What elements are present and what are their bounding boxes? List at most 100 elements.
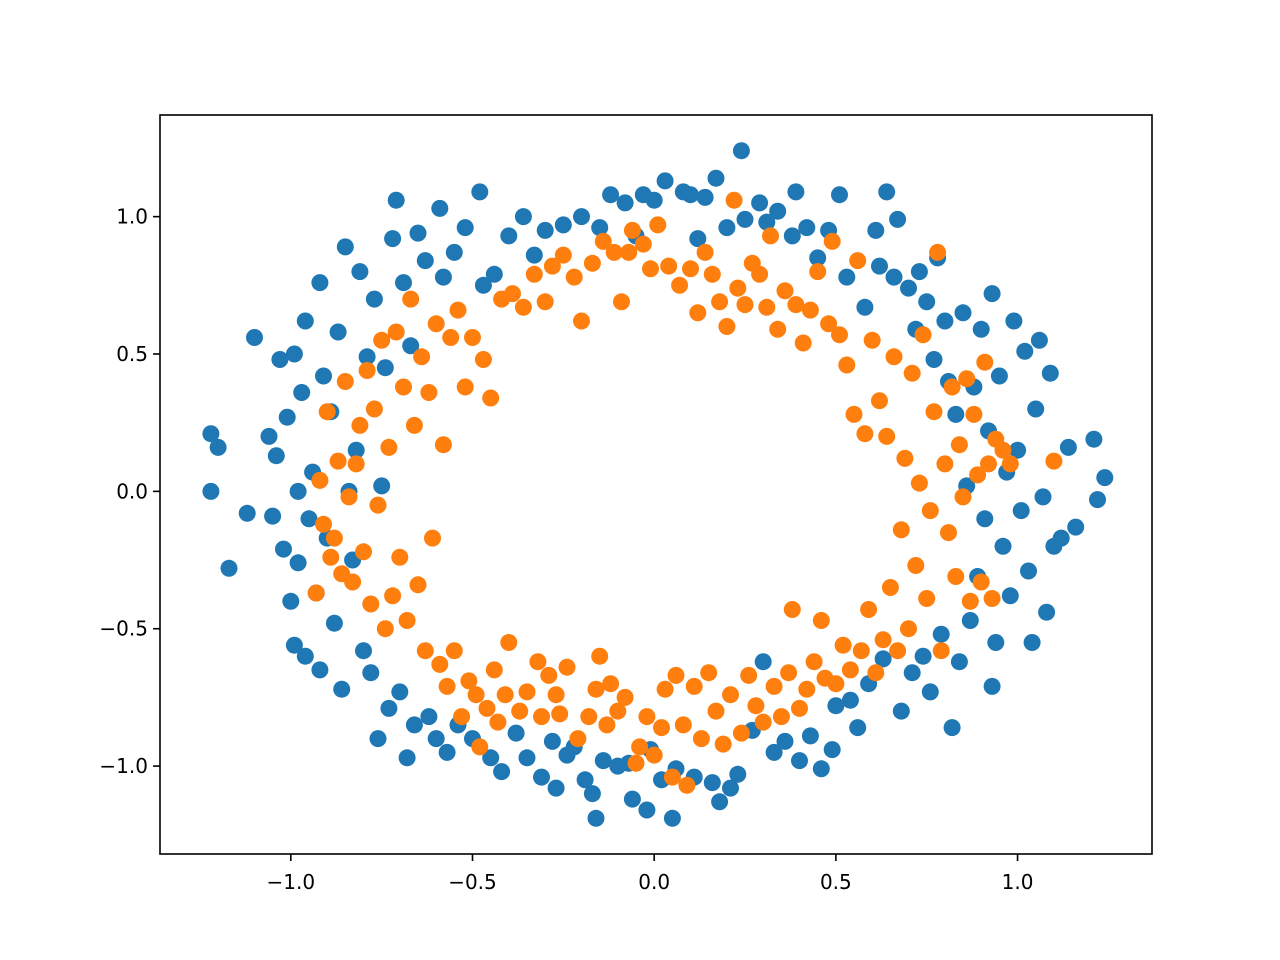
series-0-point-111 xyxy=(736,210,754,228)
series-0-point-51 xyxy=(409,224,427,242)
series-1-point-113 xyxy=(732,724,750,742)
series-1-point-177 xyxy=(965,405,983,423)
series-0-point-94 xyxy=(645,191,663,209)
series-0-point-3 xyxy=(220,559,238,577)
series-0-point-114 xyxy=(754,653,772,671)
series-1-point-23 xyxy=(391,548,409,566)
series-1-point-27 xyxy=(405,416,423,434)
series-0-point-136 xyxy=(871,257,888,275)
series-0-point-129 xyxy=(831,186,848,204)
series-0-point-186 xyxy=(1067,518,1085,536)
series-1-point-160 xyxy=(903,364,921,382)
series-1-point-90 xyxy=(649,216,667,234)
series-0-point-30 xyxy=(333,680,351,698)
series-1-point-88 xyxy=(642,260,659,278)
series-1-point-156 xyxy=(889,642,907,660)
y-tick-label: 0.0 xyxy=(116,479,148,503)
series-0-point-106 xyxy=(711,793,729,811)
series-1-point-28 xyxy=(409,576,427,594)
series-0-point-162 xyxy=(972,320,990,338)
series-1-point-141 xyxy=(834,636,852,654)
series-1-point-80 xyxy=(613,293,630,311)
series-0-point-115 xyxy=(758,213,776,231)
series-1 xyxy=(307,191,1063,794)
series-1-point-139 xyxy=(827,675,845,693)
series-1-point-162 xyxy=(910,474,928,492)
series-0-point-39 xyxy=(365,290,383,308)
series-0-point-10 xyxy=(275,540,292,558)
series-1-point-74 xyxy=(591,647,609,665)
series-0-point-157 xyxy=(954,304,972,322)
series-1-point-91 xyxy=(653,719,670,737)
series-1-point-105 xyxy=(703,265,721,283)
series-1-point-174 xyxy=(954,488,972,506)
series-1-point-103 xyxy=(696,243,714,261)
series-1-point-155 xyxy=(885,348,903,366)
series-1-point-43 xyxy=(464,329,481,346)
series-0-point-2 xyxy=(209,438,227,456)
series-1-point-13 xyxy=(355,543,372,561)
series-1-point-127 xyxy=(783,601,801,618)
series-0-point-12 xyxy=(282,592,300,610)
series-1-point-53 xyxy=(500,634,518,651)
series-0-point-121 xyxy=(791,752,808,770)
series-0-point-122 xyxy=(798,219,816,237)
series-0-point-177 xyxy=(1023,634,1041,651)
series-0-point-13 xyxy=(285,345,303,363)
series-1-point-49 xyxy=(485,661,503,679)
series-0-point-9 xyxy=(271,351,289,368)
series-1-point-129 xyxy=(791,699,808,717)
series-1-point-62 xyxy=(540,666,558,684)
x-tick-label: −0.5 xyxy=(448,870,497,894)
series-0-point-117 xyxy=(769,202,787,220)
series-0-point-70 xyxy=(518,749,536,767)
series-0-point-29 xyxy=(329,323,347,341)
series-0-point-181 xyxy=(1038,603,1056,621)
series-1-point-72 xyxy=(583,254,601,272)
series-1-point-166 xyxy=(925,403,943,421)
series-1-point-165 xyxy=(921,502,939,520)
series-1-point-84 xyxy=(627,754,645,772)
series-1-point-104 xyxy=(700,664,718,682)
series-0-point-56 xyxy=(434,268,452,286)
series-0-point-107 xyxy=(718,219,736,237)
series-1-point-111 xyxy=(725,191,743,209)
series-0-point-72 xyxy=(533,768,550,786)
series-0-point-68 xyxy=(507,724,525,742)
series-1-point-100 xyxy=(685,677,703,695)
series-1-point-118 xyxy=(751,265,769,283)
series-1-point-20 xyxy=(380,438,398,456)
series-0-point-40 xyxy=(369,730,387,748)
series-1-point-18 xyxy=(373,331,391,349)
series-1-point-182 xyxy=(983,590,1001,607)
series-1-point-0 xyxy=(307,584,325,602)
series-0-point-132 xyxy=(849,719,867,737)
series-1-point-149 xyxy=(863,331,881,349)
series-1-point-78 xyxy=(605,243,623,261)
series-1-point-114 xyxy=(736,296,754,314)
series-0-point-178 xyxy=(1027,400,1045,418)
series-1-point-147 xyxy=(856,425,874,443)
series-1-point-145 xyxy=(849,252,867,270)
series-1-point-109 xyxy=(718,318,736,335)
series-1-point-178 xyxy=(969,466,987,484)
series-0-point-50 xyxy=(405,716,423,734)
series-0-point-154 xyxy=(943,719,961,737)
series-1-point-76 xyxy=(598,716,616,734)
series-0-point-28 xyxy=(325,614,343,632)
series-0-point-0 xyxy=(202,425,220,443)
series-1-point-134 xyxy=(809,263,827,281)
series-1-point-128 xyxy=(787,296,805,314)
series-0-point-105 xyxy=(707,169,725,187)
series-0-point-168 xyxy=(990,367,1008,385)
series-1-point-4 xyxy=(322,548,340,566)
series-1-point-146 xyxy=(852,642,870,660)
series-0-point-108 xyxy=(722,779,739,797)
series-1-point-3 xyxy=(318,403,336,421)
series-0-point-147 xyxy=(918,293,936,311)
series-1-point-150 xyxy=(867,664,885,682)
series-1-point-173 xyxy=(950,436,968,454)
series-1-point-39 xyxy=(449,301,467,319)
series-0-point-187 xyxy=(1085,430,1103,448)
